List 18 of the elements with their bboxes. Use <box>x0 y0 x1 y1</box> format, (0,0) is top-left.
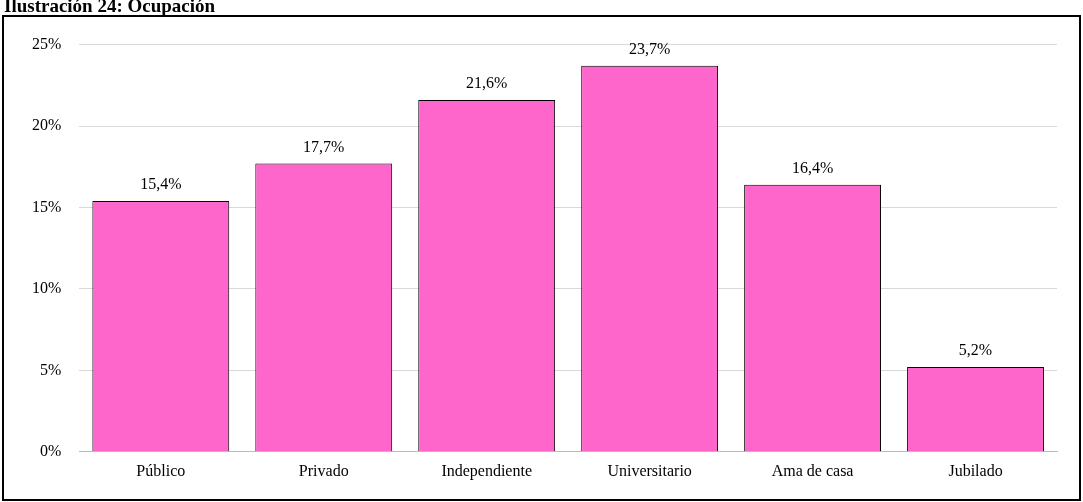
y-tick-label: 25% <box>32 34 62 52</box>
data-label: 23,7% <box>628 39 671 57</box>
x-tick-label: Privado <box>298 461 349 479</box>
y-tick-label: 15% <box>32 197 62 215</box>
data-label: 15,4% <box>140 175 182 193</box>
y-tick-label: 0% <box>40 442 62 459</box>
data-label: 17,7% <box>303 137 345 155</box>
data-label: 16,4% <box>791 158 834 176</box>
data-label: 5,2% <box>958 341 993 359</box>
x-tick-label: Universitario <box>607 461 692 479</box>
x-tick-label: Independiente <box>441 461 532 480</box>
y-tick-label: 5% <box>40 360 62 378</box>
x-tick-label: Ama de casa <box>771 461 854 479</box>
x-tick-label: Público <box>136 461 186 479</box>
y-tick-label: 20% <box>32 116 62 134</box>
data-label: 21,6% <box>466 74 508 92</box>
y-tick-label: 10% <box>32 279 62 297</box>
x-tick-label: Jubilado <box>948 461 1003 479</box>
